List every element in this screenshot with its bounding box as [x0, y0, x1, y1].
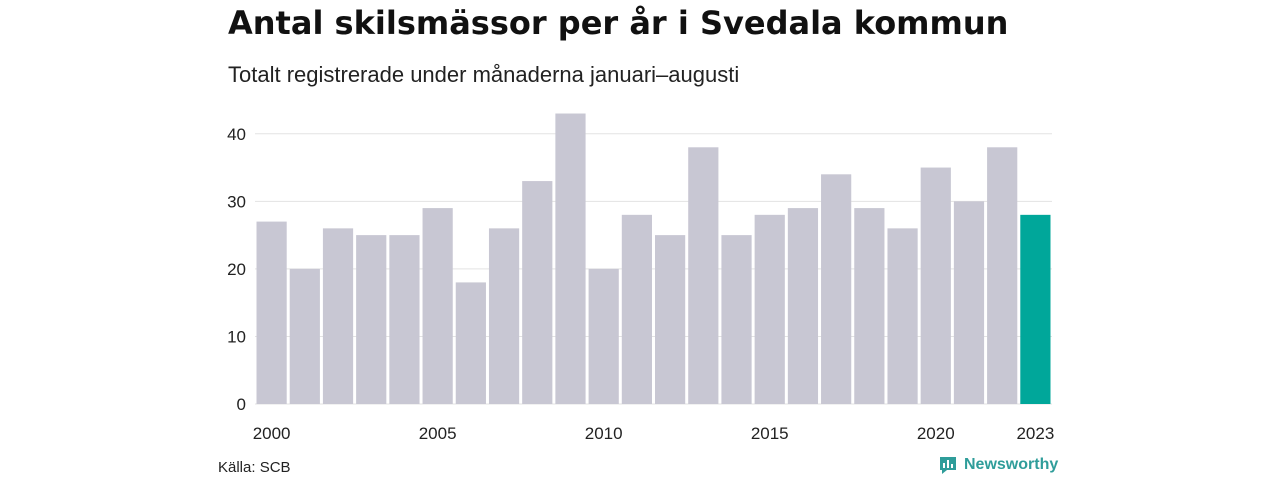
bar-2019 — [887, 228, 918, 404]
bar-2006 — [455, 282, 486, 404]
newsworthy-logo-icon — [940, 457, 956, 474]
x-tick-label: 2000 — [253, 424, 291, 443]
bar-2016 — [787, 208, 819, 404]
bar-2008 — [522, 181, 553, 404]
bar-2017 — [821, 174, 852, 404]
y-tick-label: 20 — [227, 260, 246, 279]
bar-2012 — [655, 235, 686, 404]
y-tick-label: 40 — [227, 125, 246, 144]
source-label: Källa: SCB — [218, 459, 291, 476]
bar-2004 — [389, 235, 420, 404]
bar-2000 — [256, 221, 287, 404]
bar-2014 — [721, 235, 752, 404]
bar-2013 — [688, 147, 719, 405]
bar-2010 — [588, 268, 619, 404]
bar-2005 — [422, 208, 453, 404]
bar-2022 — [987, 147, 1018, 405]
bar-2023 — [1020, 214, 1051, 404]
bar-2003 — [356, 235, 387, 404]
chart-subtitle: Totalt registrerade under månaderna janu… — [228, 62, 740, 87]
brand-name: Newsworthy — [964, 456, 1059, 473]
y-tick-label: 0 — [237, 395, 246, 414]
bar-2021 — [953, 201, 985, 404]
bar-2011 — [621, 214, 652, 404]
bar-2018 — [854, 208, 885, 404]
bar-2009 — [555, 113, 586, 404]
x-tick-label: 2015 — [751, 424, 789, 443]
x-tick-label: 2023 — [1016, 424, 1054, 443]
y-tick-label: 10 — [227, 327, 246, 346]
brand-logo: Newsworthy — [938, 455, 1058, 475]
bar-2001 — [289, 268, 320, 404]
bar-2007 — [488, 228, 520, 404]
chart-title: Antal skilsmässor per år i Svedala kommu… — [228, 4, 1009, 42]
y-tick-label: 30 — [227, 192, 246, 211]
x-tick-label: 2010 — [585, 424, 623, 443]
x-tick-label: 2005 — [419, 424, 457, 443]
bar-2002 — [322, 228, 354, 404]
x-tick-label: 2020 — [917, 424, 955, 443]
bar-2015 — [754, 214, 785, 404]
bar-2020 — [920, 167, 951, 404]
